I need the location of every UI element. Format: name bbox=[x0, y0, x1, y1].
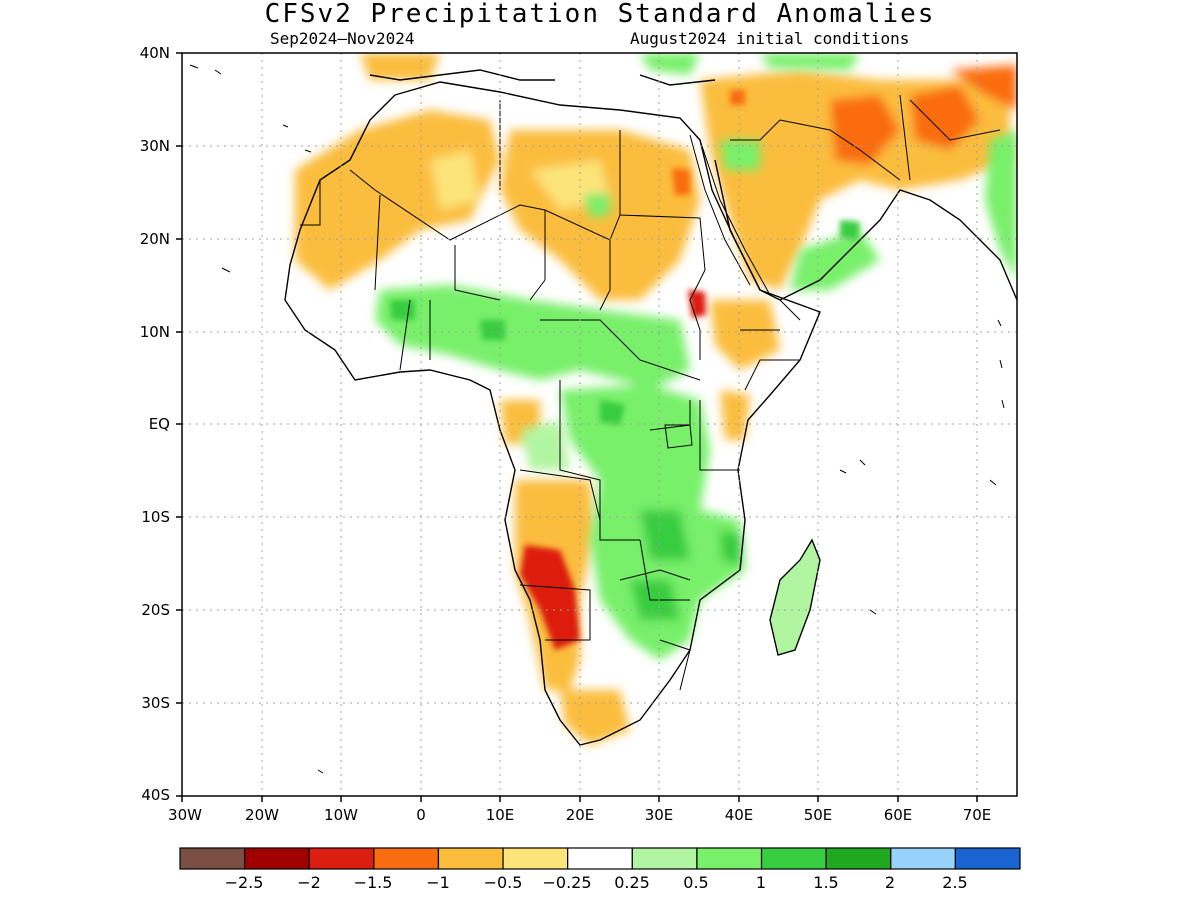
colorbar-swatch bbox=[567, 847, 633, 870]
lon-label: 50E bbox=[803, 806, 833, 824]
arabia-coastline bbox=[714, 159, 1017, 301]
lat-label: 40N bbox=[139, 44, 170, 62]
africa-coastline bbox=[284, 81, 821, 746]
colorbar-swatch bbox=[760, 847, 827, 870]
initial-conditions: August2024 initial conditions bbox=[630, 29, 910, 48]
colorbar-label: −0.25 bbox=[542, 873, 592, 892]
lon-label: 20E bbox=[565, 806, 595, 824]
lon-label: 70E bbox=[962, 806, 992, 824]
colorbar-label: −2 bbox=[297, 873, 321, 892]
lake-victoria bbox=[664, 424, 693, 449]
colorbar-swatch bbox=[244, 847, 310, 870]
colorbar-swatch bbox=[373, 847, 440, 870]
europe-coastline bbox=[369, 69, 716, 86]
colorbar-label: −2.5 bbox=[224, 873, 264, 892]
lon-label: 60E bbox=[883, 806, 913, 824]
lat-label: 30S bbox=[141, 694, 170, 712]
red-sea-outline bbox=[689, 134, 771, 296]
colorbar-swatch bbox=[696, 847, 763, 870]
lat-label: EQ bbox=[148, 415, 170, 433]
colorbar-label: 0.25 bbox=[614, 873, 650, 892]
lon-label: 10W bbox=[324, 806, 358, 824]
lon-label: 40E bbox=[724, 806, 754, 824]
colorbar-swatch bbox=[954, 847, 1021, 870]
forecast-period: Sep2024–Nov2024 bbox=[270, 29, 415, 48]
colorbar-swatch bbox=[437, 847, 504, 870]
lon-label: 20W bbox=[245, 806, 279, 824]
lon-label: 0 bbox=[416, 806, 426, 824]
lat-label: 10S bbox=[141, 508, 170, 526]
europe-landmass bbox=[360, 53, 720, 85]
colorbar-swatch bbox=[502, 847, 569, 870]
lon-label: 30W bbox=[168, 806, 202, 824]
colorbar-label: 1.5 bbox=[813, 873, 839, 892]
madagascar bbox=[770, 540, 820, 655]
lat-label: 10N bbox=[139, 323, 170, 341]
colorbar-swatch bbox=[825, 847, 892, 870]
lon-label: 30E bbox=[644, 806, 674, 824]
madagascar-coastline bbox=[769, 538, 821, 656]
lon-label: 10E bbox=[485, 806, 515, 824]
colorbar-label: −1.5 bbox=[353, 873, 393, 892]
colorbar-swatch bbox=[179, 847, 246, 870]
lat-label: 20N bbox=[139, 230, 170, 248]
lat-label: 40S bbox=[141, 786, 170, 804]
colorbar bbox=[179, 847, 1021, 870]
colorbar-label: −1 bbox=[426, 873, 450, 892]
lat-label: 30N bbox=[139, 137, 170, 155]
axis-ticks bbox=[176, 52, 978, 802]
colorbar-label: 1 bbox=[755, 873, 767, 892]
colorbar-swatch bbox=[631, 847, 698, 870]
colorbar-label: 0.5 bbox=[683, 873, 709, 892]
colorbar-label: 2 bbox=[884, 873, 896, 892]
graticule bbox=[182, 53, 1017, 796]
colorbar-swatch bbox=[890, 847, 956, 870]
colorbar-label: 2.5 bbox=[942, 873, 968, 892]
colorbar-swatch bbox=[308, 847, 375, 870]
colorbar-label: −0.5 bbox=[483, 873, 523, 892]
map-title: CFSv2 Precipitation Standard Anomalies bbox=[264, 0, 936, 29]
lat-label: 20S bbox=[141, 601, 170, 619]
